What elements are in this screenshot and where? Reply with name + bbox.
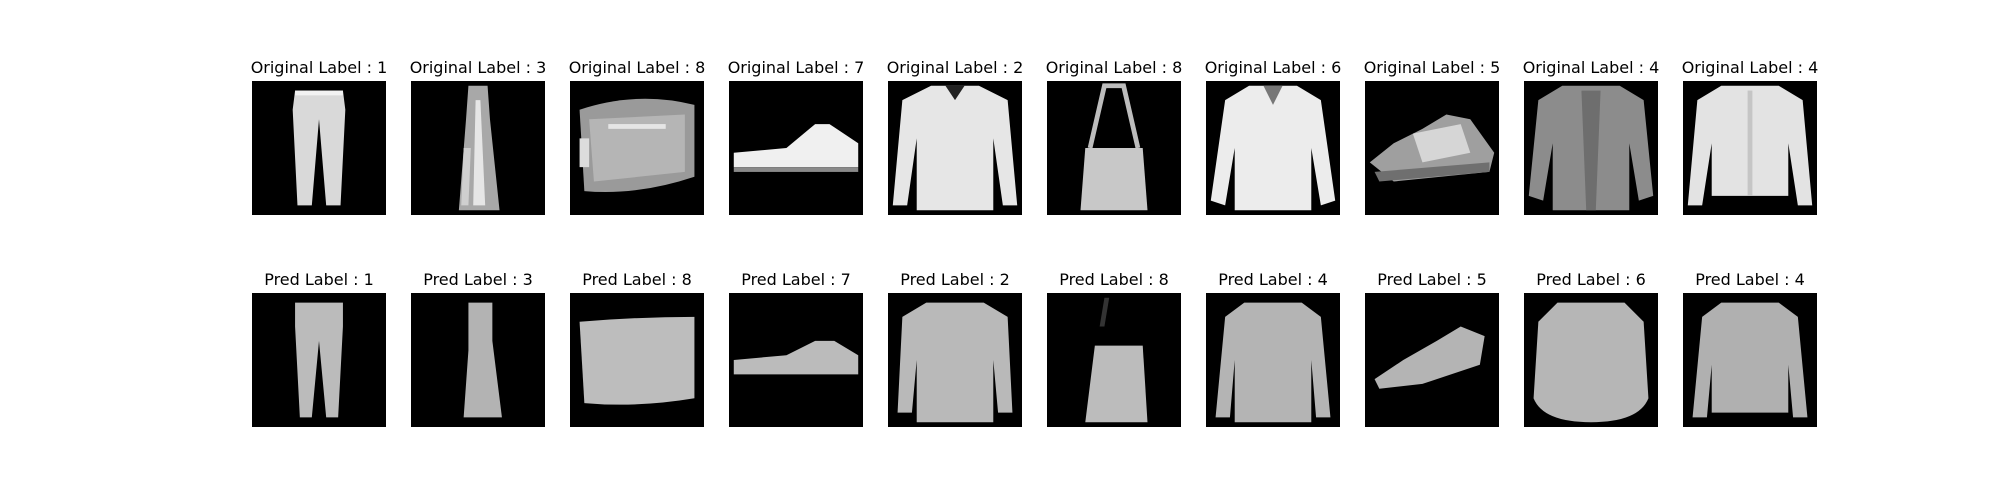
dress-image [411, 81, 545, 215]
pullover-image [888, 293, 1022, 427]
pred-label: Pred Label : 7 [741, 270, 851, 289]
pullover-image [888, 81, 1022, 215]
original-label: Original Label : 6 [1204, 58, 1342, 77]
pred-label: Pred Label : 4 [1695, 270, 1805, 289]
pred-label: Pred Label : 2 [900, 270, 1010, 289]
original-label: Original Label : 3 [409, 58, 547, 77]
dress-image [411, 293, 545, 427]
pred-label: Pred Label : 5 [1377, 270, 1487, 289]
sandal-image [1365, 81, 1499, 215]
trousers-image [252, 81, 386, 215]
original-label: Original Label : 4 [1681, 58, 1819, 77]
coat-image [1683, 81, 1817, 215]
bag-image [570, 293, 704, 427]
coat-image [1524, 81, 1658, 215]
bag-image [1047, 293, 1181, 427]
bag-image [570, 81, 704, 215]
pred-label: Pred Label : 6 [1536, 270, 1646, 289]
sneaker-image [729, 293, 863, 427]
coat-image [1683, 293, 1817, 427]
trousers-image [252, 293, 386, 427]
pred-label: Pred Label : 8 [1059, 270, 1169, 289]
shirt-image [1206, 81, 1340, 215]
sneaker-image [1365, 293, 1499, 427]
original-label: Original Label : 8 [568, 58, 706, 77]
original-label: Original Label : 4 [1522, 58, 1660, 77]
pred-label: Pred Label : 3 [423, 270, 533, 289]
pred-label: Pred Label : 1 [264, 270, 374, 289]
sneaker-image [729, 81, 863, 215]
original-label: Original Label : 1 [250, 58, 388, 77]
pred-label: Pred Label : 8 [582, 270, 692, 289]
coat-image [1206, 293, 1340, 427]
shirt-image [1524, 293, 1658, 427]
original-label: Original Label : 2 [886, 58, 1024, 77]
original-label: Original Label : 5 [1363, 58, 1501, 77]
bag-image [1047, 81, 1181, 215]
original-label: Original Label : 8 [1045, 58, 1183, 77]
original-label: Original Label : 7 [727, 58, 865, 77]
pred-label: Pred Label : 4 [1218, 270, 1328, 289]
